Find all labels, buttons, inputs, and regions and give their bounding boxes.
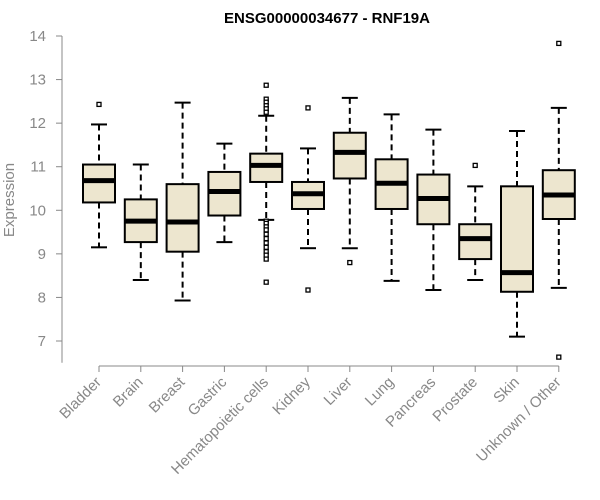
box-iqr xyxy=(332,131,367,180)
y-tick-label: 11 xyxy=(30,159,46,176)
box-group xyxy=(541,40,576,360)
outlier-point xyxy=(263,227,269,233)
x-category-label: Kidney xyxy=(269,373,314,418)
y-tick-label: 12 xyxy=(29,115,46,132)
y-axis-label: Expression xyxy=(1,163,18,237)
outlier-point xyxy=(263,235,269,242)
box-group xyxy=(416,128,451,292)
outlier-point xyxy=(96,101,102,108)
box-group xyxy=(458,162,493,281)
y-tick-label: 14 xyxy=(29,28,46,45)
outlier-point xyxy=(263,231,269,237)
y-tick-label: 7 xyxy=(38,333,46,350)
outlier-point xyxy=(263,240,269,246)
y-tick-label: 10 xyxy=(29,202,46,219)
box-group xyxy=(332,96,367,266)
outlier-point xyxy=(472,162,478,169)
y-tick-label: 8 xyxy=(38,289,46,306)
box-iqr xyxy=(500,185,534,293)
chart-title: ENSG00000034677 - RNF19A xyxy=(224,10,430,27)
boxes-layer xyxy=(82,40,576,360)
box-iqr xyxy=(458,223,493,261)
outlier-point xyxy=(556,40,562,47)
outlier-point xyxy=(263,82,269,88)
y-tick-label: 13 xyxy=(29,72,46,89)
outlier-point xyxy=(263,244,269,250)
outlier-point xyxy=(347,259,353,266)
box-group xyxy=(249,82,284,285)
outlier-point xyxy=(556,354,562,360)
outlier-point xyxy=(305,287,311,293)
x-category-label: Lung xyxy=(362,374,398,410)
box-group xyxy=(207,142,242,244)
box-group xyxy=(291,105,325,293)
x-category-label: Brain xyxy=(110,374,147,411)
x-category-label: Bladder xyxy=(56,374,105,423)
box-group xyxy=(123,163,158,281)
x-category-label: Prostate xyxy=(429,374,481,426)
box-iqr xyxy=(82,163,116,204)
x-category-label: Skin xyxy=(490,374,523,407)
y-tick-label: 9 xyxy=(38,246,46,263)
outlier-point xyxy=(263,279,269,285)
box-iqr xyxy=(165,183,200,253)
x-category-label: Breast xyxy=(146,373,189,416)
outlier-point xyxy=(263,256,269,262)
box-group xyxy=(500,129,534,338)
box-group xyxy=(82,101,116,249)
x-category-label: Liver xyxy=(321,374,356,409)
box-group xyxy=(374,113,409,282)
box-group xyxy=(165,101,200,302)
outlier-point xyxy=(305,105,311,111)
outlier-point xyxy=(263,109,269,115)
